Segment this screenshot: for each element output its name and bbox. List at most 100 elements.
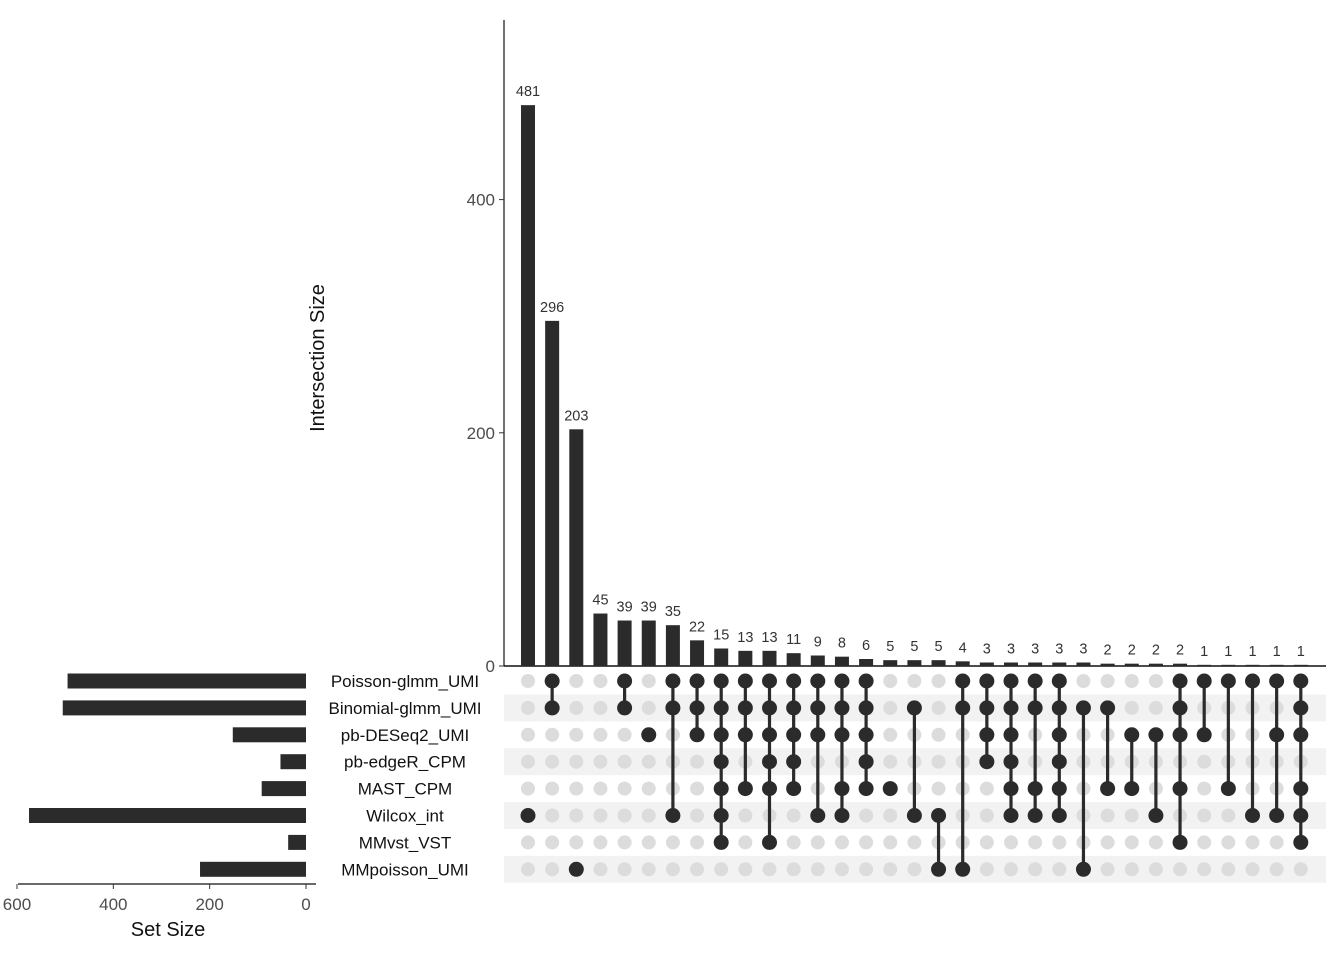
- matrix-dot-active: [810, 808, 826, 823]
- matrix-dot-inactive: [979, 862, 994, 877]
- matrix-dot-active: [1148, 727, 1164, 743]
- matrix-dot-active: [834, 808, 850, 823]
- set-size-tick-label: 0: [301, 895, 310, 914]
- intersection-count-label: 13: [761, 630, 777, 646]
- matrix-dot-inactive: [545, 835, 560, 850]
- matrix-dot-active: [713, 834, 729, 850]
- matrix-dot-inactive: [931, 754, 946, 769]
- matrix-dot-active: [1051, 700, 1067, 716]
- matrix-dot-inactive: [834, 862, 849, 877]
- intersection-bar: [738, 650, 753, 666]
- set-name-label: pb-edgeR_CPM: [344, 753, 466, 772]
- matrix-dot-active: [1293, 727, 1309, 743]
- intersection-count-label: 5: [910, 639, 918, 655]
- matrix-dot-active: [762, 673, 777, 689]
- matrix-dot-inactive: [1148, 674, 1163, 688]
- matrix-dot-active: [834, 700, 850, 716]
- matrix-dot-active: [1293, 700, 1309, 716]
- matrix-dot-inactive: [714, 862, 729, 877]
- intersection-count-label: 15: [713, 628, 729, 644]
- matrix-dot-inactive: [1221, 808, 1236, 823]
- intersection-bar: [1124, 663, 1139, 666]
- matrix-dot-inactive: [1197, 862, 1212, 877]
- matrix-dot-active: [1293, 673, 1309, 689]
- matrix-dot-active: [1027, 700, 1043, 716]
- matrix-dot-inactive: [1197, 781, 1212, 796]
- matrix-dot-active: [786, 700, 802, 716]
- matrix-dot-inactive: [545, 808, 560, 823]
- matrix-dot-active: [858, 700, 874, 716]
- intersection-bar: [690, 640, 705, 666]
- matrix-dot-inactive: [569, 781, 584, 796]
- matrix-dot-active: [979, 673, 995, 689]
- matrix-dot-inactive: [883, 674, 898, 688]
- matrix-dot-inactive: [641, 835, 656, 850]
- intersection-count-label: 22: [689, 619, 705, 635]
- intersection-count-label: 296: [540, 300, 564, 316]
- matrix-dot-inactive: [690, 862, 705, 877]
- matrix-dot-active: [762, 781, 777, 797]
- matrix-dot-inactive: [1124, 674, 1139, 688]
- set-size-bar: [67, 673, 306, 689]
- matrix-dot-active: [1003, 808, 1019, 823]
- matrix-dot-inactive: [521, 781, 535, 796]
- matrix-dot-active: [1196, 673, 1212, 689]
- matrix-dot-active: [762, 754, 777, 770]
- matrix-dot-inactive: [1245, 862, 1260, 877]
- matrix-dot-active: [931, 861, 947, 877]
- matrix-dot-inactive: [690, 781, 705, 796]
- matrix-dot-active: [1027, 808, 1043, 823]
- intersection-count-label: 2: [1104, 643, 1112, 659]
- matrix-dot-active: [713, 673, 729, 689]
- matrix-dot-inactive: [593, 862, 608, 877]
- matrix-dot-inactive: [883, 808, 898, 823]
- matrix-dot-inactive: [883, 700, 898, 715]
- intersection-count-label: 3: [1031, 642, 1039, 658]
- matrix-dot-active: [1172, 673, 1188, 689]
- intersection-count-label: 39: [617, 600, 633, 616]
- matrix-dot-active: [1124, 781, 1140, 797]
- intersection-bar: [907, 660, 922, 666]
- set-size-bar: [288, 834, 306, 850]
- matrix-dot-active: [1245, 673, 1260, 689]
- intersection-bar: [810, 655, 825, 666]
- matrix-dot-inactive: [641, 700, 656, 715]
- matrix-dot-inactive: [569, 727, 584, 742]
- matrix-dot-inactive: [521, 862, 535, 877]
- matrix-dot-inactive: [979, 808, 994, 823]
- matrix-dot-active: [906, 700, 922, 716]
- matrix-dot-inactive: [617, 862, 632, 877]
- intersection-count-label: 481: [516, 84, 540, 100]
- matrix-dot-active: [1051, 727, 1067, 743]
- matrix-dot-inactive: [617, 835, 632, 850]
- matrix-dot-active: [1172, 834, 1188, 850]
- matrix-dot-inactive: [907, 835, 922, 850]
- matrix-dot-inactive: [738, 808, 753, 823]
- intersection-count-label: 3: [1079, 642, 1087, 658]
- intersection-bar: [593, 613, 608, 666]
- y-tick-label: 200: [467, 424, 495, 443]
- intersection-bar: [665, 625, 680, 666]
- matrix-dot-active: [858, 754, 874, 770]
- set-name-label: pb-DESeq2_UMI: [341, 726, 470, 745]
- set-size-bar: [232, 727, 306, 743]
- set-name-label: MAST_CPM: [358, 780, 452, 799]
- matrix-dot-active: [786, 754, 802, 770]
- matrix-dot-inactive: [665, 835, 680, 850]
- matrix-dot-inactive: [1197, 835, 1212, 850]
- matrix-dot-inactive: [1173, 862, 1188, 877]
- intersection-bar: [521, 105, 535, 667]
- matrix-dot-inactive: [617, 808, 632, 823]
- matrix-dot-inactive: [786, 862, 801, 877]
- matrix-dot-inactive: [1221, 862, 1236, 877]
- matrix-dot-active: [810, 673, 826, 689]
- matrix-dot-inactive: [545, 862, 560, 877]
- matrix-dot-active: [665, 673, 681, 689]
- matrix-dot-active: [858, 673, 874, 689]
- matrix-dot-inactive: [545, 727, 560, 742]
- matrix-dot-active: [1196, 727, 1212, 743]
- matrix-dot-active: [737, 727, 753, 743]
- matrix-dot-active: [810, 700, 826, 716]
- matrix-dot-active: [1003, 727, 1019, 743]
